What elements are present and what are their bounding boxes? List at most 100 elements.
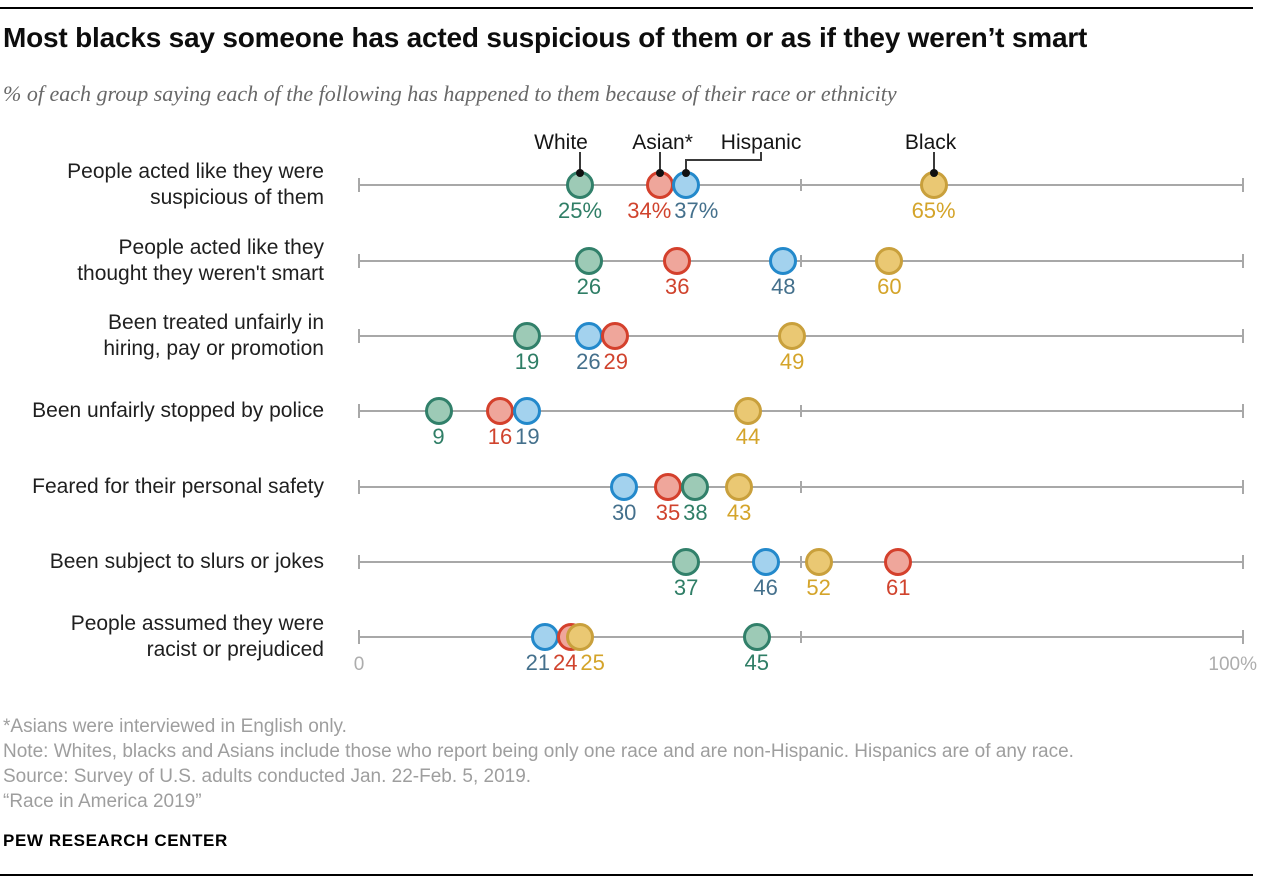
value-label-black: 60 — [877, 274, 902, 299]
value-label-hispanic: 37% — [674, 198, 719, 223]
legend-pointer-line — [685, 159, 763, 161]
value-label-asian: 24 — [553, 650, 578, 675]
legend-connector-dot — [576, 169, 584, 177]
row-label: People assumed they were racist or prejud… — [0, 611, 324, 663]
legend-connector-dot — [655, 169, 664, 177]
axis-tick-mid — [800, 255, 802, 267]
axis-min-label: 0 — [353, 654, 365, 675]
dot-hispanic — [610, 473, 639, 501]
footnote-report-title: “Race in America 2019” — [3, 791, 202, 812]
axis-tick-start — [358, 178, 360, 192]
dot-white — [424, 397, 453, 425]
dot-black — [733, 397, 762, 425]
dot-black — [875, 247, 904, 275]
value-label-black: 44 — [735, 424, 761, 449]
axis-tick-mid — [800, 631, 802, 643]
value-label-asian: 35 — [655, 500, 681, 525]
dot-hispanic — [751, 548, 780, 576]
legend-label: Black — [904, 131, 957, 154]
chart-subtitle: % of each group saying each of the follo… — [3, 81, 897, 106]
value-label-black: 52 — [806, 575, 831, 600]
axis-tick-start — [358, 555, 360, 569]
row-label: Been treated unfairly in hiring, pay or p… — [0, 310, 324, 362]
dot-asian — [601, 322, 630, 350]
value-label-white: 9 — [432, 424, 445, 449]
value-label-white: 38 — [683, 500, 708, 525]
value-label-white: 45 — [744, 650, 770, 675]
value-label-hispanic: 19 — [515, 424, 540, 449]
dot-black — [725, 473, 754, 501]
dot-hispanic — [530, 623, 559, 651]
axis-tick-mid — [800, 481, 802, 493]
row-label-line: racist or prejudiced — [146, 638, 324, 661]
axis-max-label: 100% — [1208, 654, 1257, 675]
axis-tick-end — [1242, 178, 1244, 192]
axis-tick-start — [358, 329, 360, 343]
row-label: Feared for their personal safety — [0, 474, 324, 500]
chart-title: Most blacks say someone has acted suspic… — [3, 22, 1088, 53]
notes-block: *Asians were interviewed in English only… — [3, 714, 1074, 814]
legend-pointer-line — [685, 159, 688, 170]
axis-tick-start — [358, 254, 360, 268]
value-label-asian: 16 — [487, 424, 513, 449]
legend-connector-dot — [929, 169, 938, 177]
row-label-line: suspicious of them — [150, 186, 324, 209]
row-label: People acted like they thought they weren… — [0, 235, 324, 287]
dot-asian — [654, 473, 683, 501]
value-label-hispanic: 21 — [525, 650, 551, 675]
row-label-line: thought they weren't smart — [77, 262, 324, 285]
bottom-rule — [0, 874, 1253, 876]
row-label-line: Been treated unfairly in — [108, 311, 324, 334]
legend-connector-dot — [682, 169, 691, 177]
axis-tick-mid — [800, 556, 802, 568]
legend-pointer-line — [579, 152, 581, 170]
value-label-white: 26 — [576, 274, 602, 299]
dot-black — [566, 623, 594, 651]
axis-tick-end — [1242, 329, 1244, 343]
footnote-note: Note: Whites, blacks and Asians include … — [3, 741, 1074, 762]
dot-white — [742, 623, 771, 651]
value-label-hispanic: 26 — [576, 349, 601, 374]
axis-tick-start — [358, 630, 360, 644]
value-label-black: 43 — [726, 500, 752, 525]
axis-tick-end — [1242, 555, 1244, 569]
legend-label: Hispanic — [720, 131, 802, 154]
dot-asian — [486, 397, 515, 425]
value-label-hispanic: 48 — [771, 274, 796, 299]
value-label-black: 65% — [911, 198, 956, 223]
value-label-black: 25 — [580, 650, 605, 675]
row-label: Been unfairly stopped by police — [0, 398, 324, 424]
dot-asian — [884, 548, 913, 576]
legend-pointer-line — [932, 152, 935, 170]
footnote-source: Source: Survey of U.S. adults conducted … — [3, 766, 532, 787]
legend-label: White — [534, 131, 588, 154]
dot-asian — [663, 247, 692, 275]
row-label-line: People acted like they — [118, 236, 324, 259]
legend-pointer-line — [658, 152, 661, 170]
axis-tick-mid — [800, 405, 802, 417]
axis-tick-end — [1242, 254, 1244, 268]
dot-white — [512, 322, 541, 350]
value-label-hispanic: 46 — [753, 575, 778, 600]
value-label-asian: 34% — [627, 198, 672, 223]
dot-hispanic — [512, 397, 541, 425]
axis-tick-mid — [800, 179, 802, 191]
value-label-white: 25% — [557, 198, 603, 223]
value-label-asian: 36 — [664, 274, 690, 299]
row-label-line: hiring, pay or promotion — [103, 337, 324, 360]
dot-hispanic — [574, 322, 603, 350]
top-rule — [0, 7, 1253, 9]
row-label: Been subject to slurs or jokes — [0, 549, 324, 575]
row-label: People acted like they were suspicious of… — [0, 159, 324, 211]
dot-white — [574, 247, 603, 275]
value-label-asian: 61 — [885, 575, 911, 600]
value-label-white: 19 — [514, 349, 540, 374]
row-label-line: Been subject to slurs or jokes — [49, 550, 324, 573]
legend-pointer-line — [760, 152, 763, 161]
value-label-white: 37 — [673, 575, 699, 600]
axis-tick-end — [1242, 480, 1244, 494]
value-label-black: 49 — [779, 349, 805, 374]
row-label-line: People acted like they were — [67, 160, 324, 183]
